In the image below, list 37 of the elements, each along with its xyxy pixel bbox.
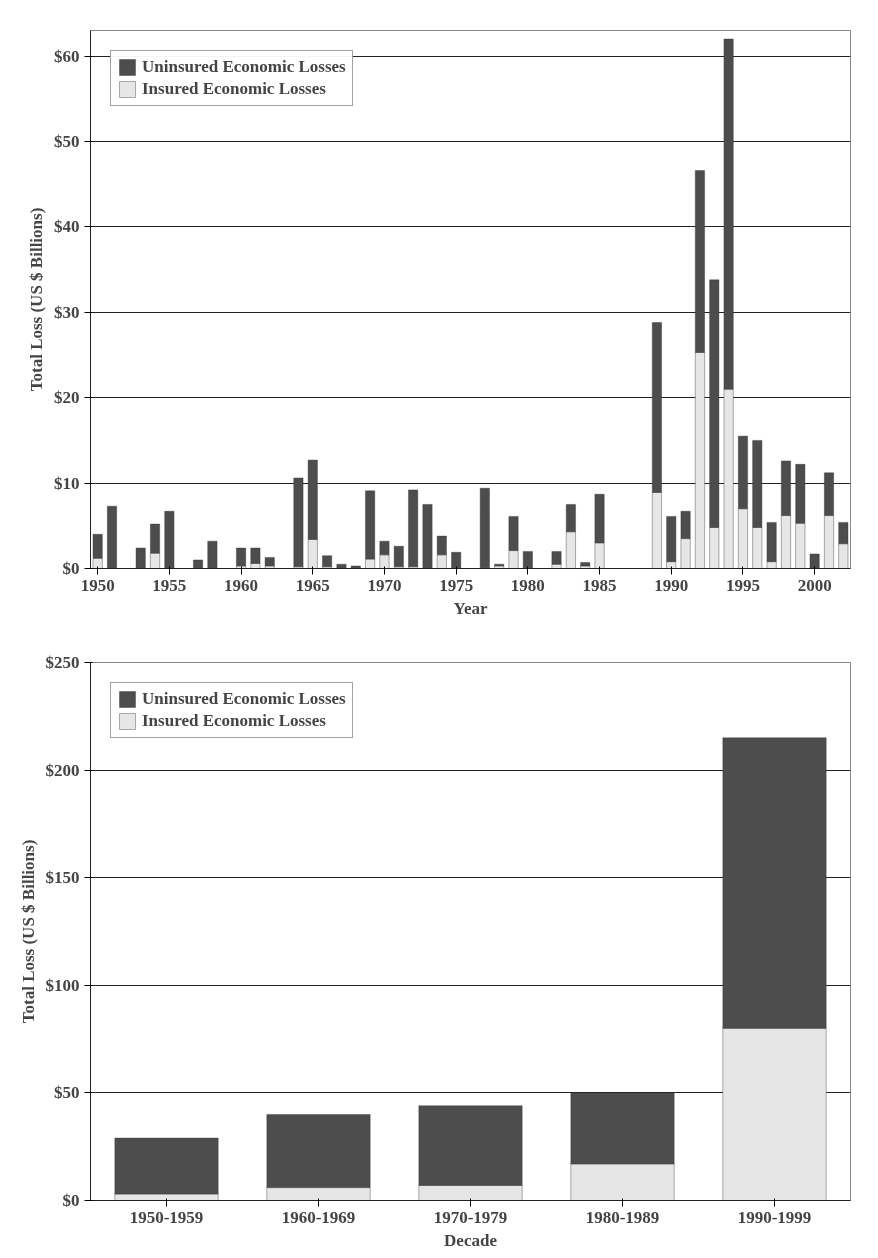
legend-label: Uninsured Economic Losses	[142, 689, 346, 709]
x-tick-label: 1965	[295, 575, 330, 595]
x-tick-label: 1955	[152, 575, 187, 595]
y-axis-title: Total Loss (US $ Billions)	[27, 207, 46, 392]
y-tick-label: $0	[62, 559, 80, 578]
y-tick-label: $40	[54, 217, 80, 237]
x-tick-label: 2000	[797, 575, 832, 595]
x-tick-label: 1970	[367, 575, 402, 595]
x-tick-label: 1995	[725, 575, 760, 595]
y-tick-label: $50	[54, 1083, 80, 1103]
x-tick-label: 1985	[582, 575, 617, 595]
x-tick-label: 1960-1969	[281, 1207, 356, 1227]
x-tick-label: 1970-1979	[433, 1207, 508, 1227]
y-tick-label: $150	[45, 868, 80, 888]
x-tick-label: 1975	[439, 575, 474, 595]
x-tick-label: 1980-1989	[585, 1207, 660, 1227]
x-tick-label: 1990	[654, 575, 689, 595]
y-tick-label: $0	[62, 1191, 80, 1210]
y-axis-title: Total Loss (US $ Billions)	[18, 839, 38, 1024]
y-tick-label: $50	[54, 132, 80, 152]
legend-label: Insured Economic Losses	[142, 711, 326, 731]
y-tick-label: $60	[54, 46, 80, 66]
y-tick-label: $250	[45, 653, 80, 672]
legend-label: Uninsured Economic Losses	[142, 57, 346, 77]
y-tick-label: $10	[54, 473, 80, 493]
x-tick-label: 1960	[224, 575, 259, 595]
y-tick-label: $30	[54, 302, 80, 322]
x-tick-label: 1950-1959	[129, 1207, 204, 1227]
x-tick-label: 1990-1999	[737, 1207, 812, 1227]
y-tick-label: $20	[54, 388, 80, 408]
x-axis-title: Year	[453, 598, 488, 618]
y-tick-label: $200	[45, 760, 80, 780]
x-tick-label: 1980	[510, 575, 545, 595]
y-tick-label: $100	[45, 975, 80, 995]
x-axis-title: Decade	[444, 1230, 498, 1250]
x-tick-label: 1950	[80, 575, 115, 595]
legend-label: Insured Economic Losses	[142, 79, 326, 99]
